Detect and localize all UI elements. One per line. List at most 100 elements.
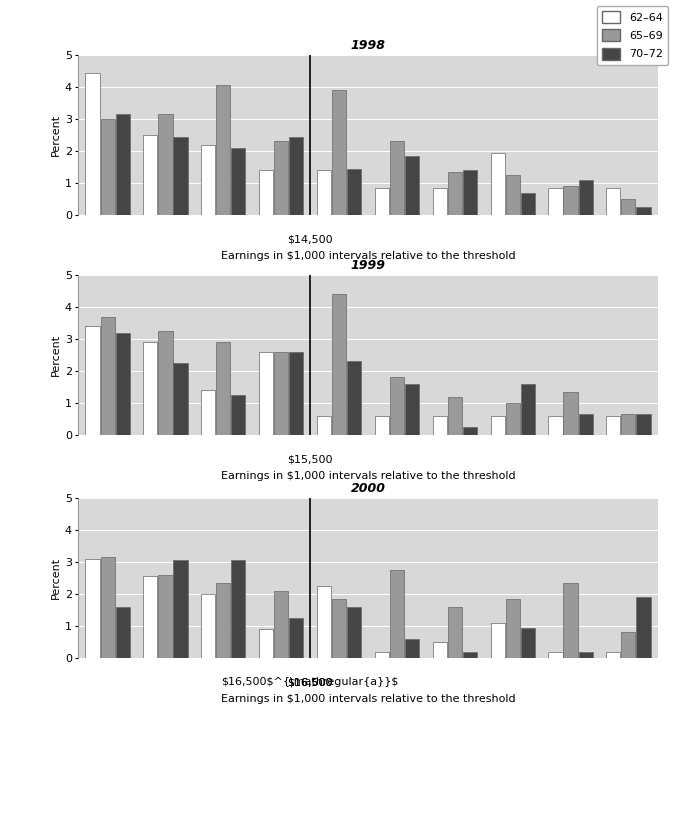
Bar — [405, 384, 419, 435]
Bar — [289, 352, 303, 435]
Bar — [463, 651, 477, 658]
Bar — [216, 342, 231, 435]
Bar — [463, 170, 477, 215]
Bar — [520, 193, 534, 215]
Bar — [144, 135, 158, 215]
Bar — [332, 599, 346, 658]
Bar — [520, 628, 534, 658]
Y-axis label: Percent: Percent — [51, 334, 61, 376]
Bar — [520, 384, 534, 435]
Bar — [231, 395, 245, 435]
Text: $16,500$^{\mathregular{a}}$: $16,500$^{\mathregular{a}}$ — [222, 677, 399, 688]
Bar — [607, 651, 621, 658]
Bar — [549, 188, 563, 215]
Title: 1999: 1999 — [350, 259, 386, 272]
Bar — [375, 651, 389, 658]
Bar — [491, 415, 505, 435]
Bar — [549, 415, 563, 435]
Bar — [578, 414, 592, 435]
Bar — [491, 153, 505, 215]
Bar — [621, 414, 636, 435]
Bar — [216, 85, 231, 215]
Bar — [231, 560, 245, 658]
Bar — [463, 427, 477, 435]
Bar — [317, 586, 331, 658]
Bar — [405, 639, 419, 658]
Legend: 62–64, 65–69, 70–72: 62–64, 65–69, 70–72 — [596, 6, 669, 65]
Bar — [216, 583, 231, 658]
Bar — [86, 72, 100, 215]
Bar — [274, 141, 288, 215]
Bar — [347, 168, 361, 215]
Bar — [173, 137, 187, 215]
Bar — [607, 415, 621, 435]
Title: 1998: 1998 — [350, 40, 386, 53]
Bar — [506, 175, 520, 215]
Bar — [158, 575, 173, 658]
Y-axis label: Percent: Percent — [51, 557, 61, 599]
Bar — [506, 403, 520, 435]
Bar — [289, 618, 303, 658]
Bar — [578, 180, 592, 215]
Bar — [100, 316, 115, 435]
Text: Earnings in $1,000 intervals relative to the threshold: Earnings in $1,000 intervals relative to… — [220, 471, 516, 481]
Bar — [448, 606, 462, 658]
Bar — [549, 651, 563, 658]
Bar — [636, 207, 650, 215]
Bar — [144, 576, 158, 658]
Bar — [173, 560, 187, 658]
Bar — [332, 90, 346, 215]
Bar — [347, 606, 361, 658]
Bar — [202, 594, 216, 658]
Bar — [100, 119, 115, 215]
Text: $16,500: $16,500 — [287, 677, 333, 688]
Bar — [375, 188, 389, 215]
Y-axis label: Percent: Percent — [51, 114, 61, 156]
Bar — [347, 362, 361, 435]
Text: $15,500: $15,500 — [287, 454, 333, 464]
Bar — [100, 557, 115, 658]
Text: Earnings in $1,000 intervals relative to the threshold: Earnings in $1,000 intervals relative to… — [220, 694, 516, 704]
Bar — [289, 137, 303, 215]
Bar — [607, 188, 621, 215]
Bar — [158, 331, 173, 435]
Bar — [332, 294, 346, 435]
Bar — [158, 114, 173, 215]
Text: $14,500: $14,500 — [287, 234, 333, 245]
Bar — [433, 188, 447, 215]
Bar — [231, 148, 245, 215]
Bar — [115, 333, 129, 435]
Bar — [390, 570, 404, 658]
Bar — [491, 623, 505, 658]
Bar — [317, 415, 331, 435]
Bar — [448, 172, 462, 215]
Bar — [317, 170, 331, 215]
Bar — [563, 583, 578, 658]
Bar — [202, 145, 216, 215]
Bar — [563, 186, 578, 215]
Bar — [144, 342, 158, 435]
Text: Earnings in $1,000 intervals relative to the threshold: Earnings in $1,000 intervals relative to… — [220, 251, 516, 261]
Bar — [433, 415, 447, 435]
Bar — [259, 629, 273, 658]
Bar — [390, 141, 404, 215]
Title: 2000: 2000 — [350, 482, 386, 495]
Bar — [259, 170, 273, 215]
Bar — [405, 156, 419, 215]
Bar — [375, 415, 389, 435]
Bar — [259, 352, 273, 435]
Bar — [274, 352, 288, 435]
Bar — [115, 114, 129, 215]
Bar — [578, 651, 592, 658]
Bar — [173, 363, 187, 435]
Bar — [115, 606, 129, 658]
Bar — [563, 392, 578, 435]
Bar — [86, 559, 100, 658]
Bar — [86, 326, 100, 435]
Bar — [390, 377, 404, 435]
Bar — [506, 599, 520, 658]
Bar — [621, 199, 636, 215]
Bar — [621, 633, 636, 658]
Bar — [636, 414, 650, 435]
Bar — [202, 390, 216, 435]
